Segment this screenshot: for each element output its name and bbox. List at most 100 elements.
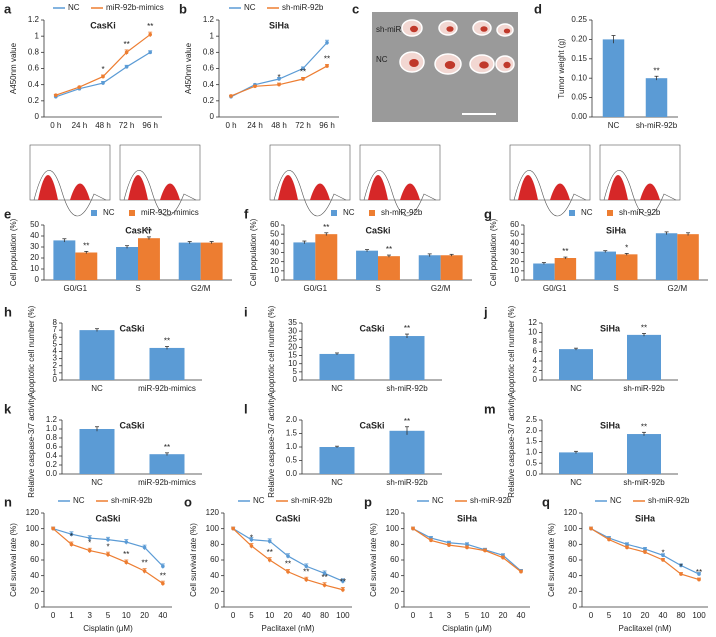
significance: *	[277, 73, 280, 82]
y-tick-label: 0.4	[203, 80, 215, 89]
legend-label: sh-miR-92b	[381, 208, 423, 217]
legend-label: sh-miR-92b	[648, 496, 690, 505]
y-tick-label: 2.0	[526, 426, 538, 435]
photo-label: sh-miR-92b	[376, 25, 418, 34]
y-axis-label: Relative caspase-3/7 activity	[27, 396, 36, 497]
y-tick-label: 1	[35, 31, 40, 40]
bar	[418, 255, 441, 280]
bar	[53, 240, 76, 280]
panel-letter: d	[534, 1, 542, 16]
significance: *	[250, 534, 253, 543]
x-tick-label: sh-miR-92b	[386, 478, 428, 487]
x-tick-label: NC	[91, 384, 103, 393]
y-tick-label: 4	[533, 356, 538, 365]
significance: **	[267, 548, 273, 557]
flow-peak	[128, 175, 148, 200]
y-tick-label: 20	[270, 257, 279, 266]
photo-label: NC	[376, 55, 388, 64]
y-tick-label: 2	[53, 361, 58, 370]
y-tick-label: 0.6	[203, 64, 215, 73]
x-tick-label: 1	[429, 611, 434, 620]
x-tick-label: 20	[641, 611, 650, 620]
x-tick-label: 0	[231, 611, 236, 620]
significance: **	[164, 337, 170, 346]
significance: **	[562, 247, 568, 256]
panel-letter: m	[484, 401, 496, 416]
y-axis-label: Apoptotic cell number (%)	[27, 305, 36, 397]
y-tick-label: 0.5	[286, 456, 298, 465]
bar	[533, 263, 555, 280]
y-tick-label: 1.0	[526, 448, 538, 457]
x-tick-label: 5	[106, 611, 111, 620]
significance: *	[679, 563, 682, 572]
legend-label: NC	[253, 496, 265, 505]
bar	[75, 252, 98, 280]
bar	[602, 39, 625, 117]
y-tick-label: 20	[390, 586, 399, 595]
y-tick-label: 0.5	[526, 458, 538, 467]
x-tick-label: 0	[51, 611, 56, 620]
y-axis-label: Tumor weight (g)	[557, 38, 566, 99]
bar	[149, 347, 185, 380]
y-axis-label: Apoptotic cell number (%)	[267, 305, 276, 397]
panel-letter: p	[364, 494, 372, 509]
chart-title: CaSki	[359, 420, 384, 430]
significance: *	[101, 65, 104, 74]
bar	[356, 250, 378, 280]
y-tick-label: 1.2	[28, 15, 40, 24]
y-tick-label: 20	[30, 253, 39, 262]
x-tick-label: G2/M	[668, 284, 688, 293]
x-tick-label: 96 h	[142, 121, 158, 130]
y-tick-label: 0	[53, 375, 58, 384]
bar	[677, 234, 699, 280]
panel-letter: g	[484, 206, 492, 221]
significance: **	[141, 559, 147, 568]
bar	[315, 234, 338, 280]
x-tick-label: 80	[677, 611, 686, 620]
y-axis-label: Cell survival rate (%)	[189, 523, 198, 597]
bar	[389, 336, 425, 380]
y-tick-label: 40	[568, 571, 577, 580]
x-tick-label: 24 h	[247, 121, 263, 130]
bar	[616, 254, 638, 280]
x-tick-label: 1	[69, 611, 74, 620]
flow-peak	[640, 183, 660, 200]
bar	[200, 242, 223, 280]
y-tick-label: 10	[528, 328, 537, 337]
y-tick-label: 60	[568, 555, 577, 564]
x-axis-label: Paclitaxel (nM)	[619, 624, 672, 633]
bar	[319, 447, 355, 474]
significance: **	[285, 560, 291, 569]
flow-curve	[123, 170, 197, 217]
y-tick-label: 0	[533, 375, 538, 384]
y-tick-label: 30	[288, 326, 297, 335]
y-tick-label: 5	[293, 367, 298, 376]
x-tick-label: 100	[336, 611, 350, 620]
significance: **	[324, 55, 330, 64]
bar	[645, 78, 668, 117]
legend-label: NC	[610, 496, 622, 505]
y-tick-label: 0	[275, 275, 280, 284]
y-tick-label: 6	[53, 332, 58, 341]
y-tick-label: 0.0	[526, 469, 538, 478]
y-tick-label: 20	[30, 586, 39, 595]
flow-peak	[518, 175, 538, 200]
y-tick-label: 0.8	[46, 433, 58, 442]
bar	[149, 454, 185, 474]
significance: *	[70, 532, 73, 541]
y-tick-label: 40	[210, 571, 219, 580]
x-tick-label: S	[135, 284, 140, 293]
significance: *	[661, 549, 664, 558]
y-tick-label: 2.5	[526, 415, 538, 424]
flow-peak	[278, 175, 298, 200]
y-tick-label: 0.4	[28, 80, 40, 89]
significance: **	[386, 245, 392, 254]
x-tick-label: G0/G1	[543, 284, 567, 293]
x-tick-label: 40	[659, 611, 668, 620]
panel-letter: j	[483, 304, 488, 319]
panel-letter: a	[4, 1, 12, 16]
legend-label: NC	[343, 208, 355, 217]
legend-label: NC	[68, 3, 80, 12]
chart-title: CasKi	[90, 20, 116, 30]
